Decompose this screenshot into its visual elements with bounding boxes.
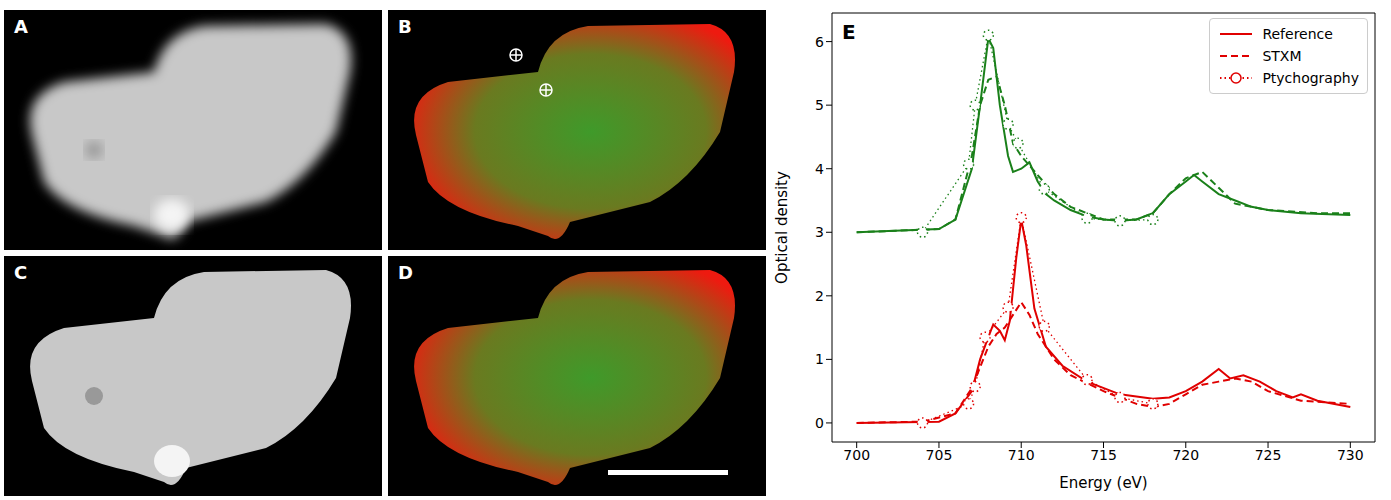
svg-text:725: 725 (1255, 447, 1282, 463)
html-text:B: B (398, 16, 412, 37)
svg-text:Energy (eV): Energy (eV) (1059, 474, 1147, 492)
svg-text:700: 700 (843, 447, 870, 463)
html-text:E: E (842, 20, 856, 44)
svg-text:3: 3 (815, 224, 824, 240)
html-text:C: C (14, 262, 28, 283)
html-text:STXM: STXM (1262, 48, 1302, 64)
svg-text:730: 730 (1337, 447, 1364, 463)
svg-text:0: 0 (815, 415, 824, 431)
svg-text:710: 710 (1008, 447, 1035, 463)
svg-text:6: 6 (815, 34, 824, 50)
svg-text:705: 705 (926, 447, 953, 463)
svg-text:2: 2 (815, 288, 824, 304)
svg-text:1: 1 (815, 351, 824, 367)
html-text:Reference: Reference (1262, 26, 1333, 42)
html-text:A: A (14, 16, 28, 37)
html-text:Ptychography: Ptychography (1262, 70, 1359, 86)
svg-text:5: 5 (815, 97, 824, 113)
svg-text:720: 720 (1172, 447, 1199, 463)
svg-text:4: 4 (815, 161, 824, 177)
html-text:D: D (398, 262, 413, 283)
svg-text:715: 715 (1090, 447, 1117, 463)
svg-text:Optical density: Optical density (773, 171, 791, 284)
